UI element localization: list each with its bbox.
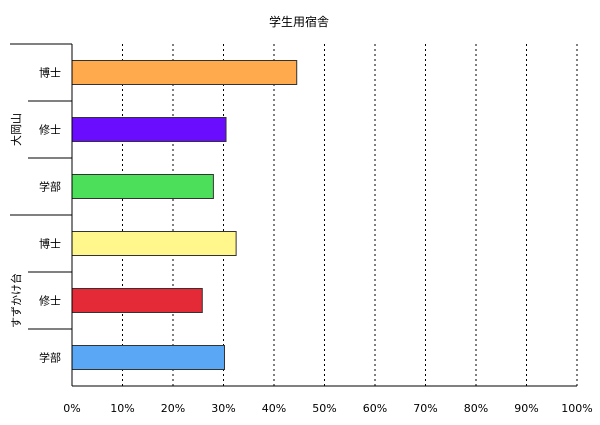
bar — [71, 174, 214, 199]
category-label: 修士 — [39, 294, 61, 308]
bars — [71, 60, 298, 370]
bar — [71, 60, 298, 85]
group-label: 大岡山 — [9, 113, 23, 146]
x-tick-label: 30% — [211, 402, 235, 415]
group-label: すずかけ台 — [9, 273, 23, 328]
axes — [10, 43, 577, 387]
bar — [71, 117, 227, 142]
x-tick-label: 70% — [413, 402, 437, 415]
x-tick-label: 60% — [363, 402, 387, 415]
x-tick-label: 10% — [110, 402, 134, 415]
category-label: 博士 — [39, 67, 61, 80]
category-label: 学部 — [39, 180, 61, 194]
x-tick-label: 50% — [312, 402, 336, 415]
bar — [71, 345, 226, 370]
x-tick-label: 20% — [161, 402, 185, 415]
x-tick-label: 40% — [262, 402, 286, 415]
category-label: 学部 — [39, 351, 61, 365]
x-tick-label: 100% — [561, 402, 592, 415]
bar — [71, 288, 203, 313]
category-label: 修士 — [39, 123, 61, 137]
x-tick-label: 0% — [63, 402, 80, 415]
x-tick-labels: 0% 10% 20% 30% 40% 50% 60% 70% 80% 90% 100% — [63, 402, 592, 415]
x-tick-label: 80% — [464, 402, 488, 415]
bar — [71, 231, 237, 256]
chart-title: 学生用宿舎 — [269, 14, 329, 29]
gridlines — [122, 44, 578, 386]
category-label: 博士 — [39, 238, 61, 251]
x-tick-label: 90% — [514, 402, 538, 415]
